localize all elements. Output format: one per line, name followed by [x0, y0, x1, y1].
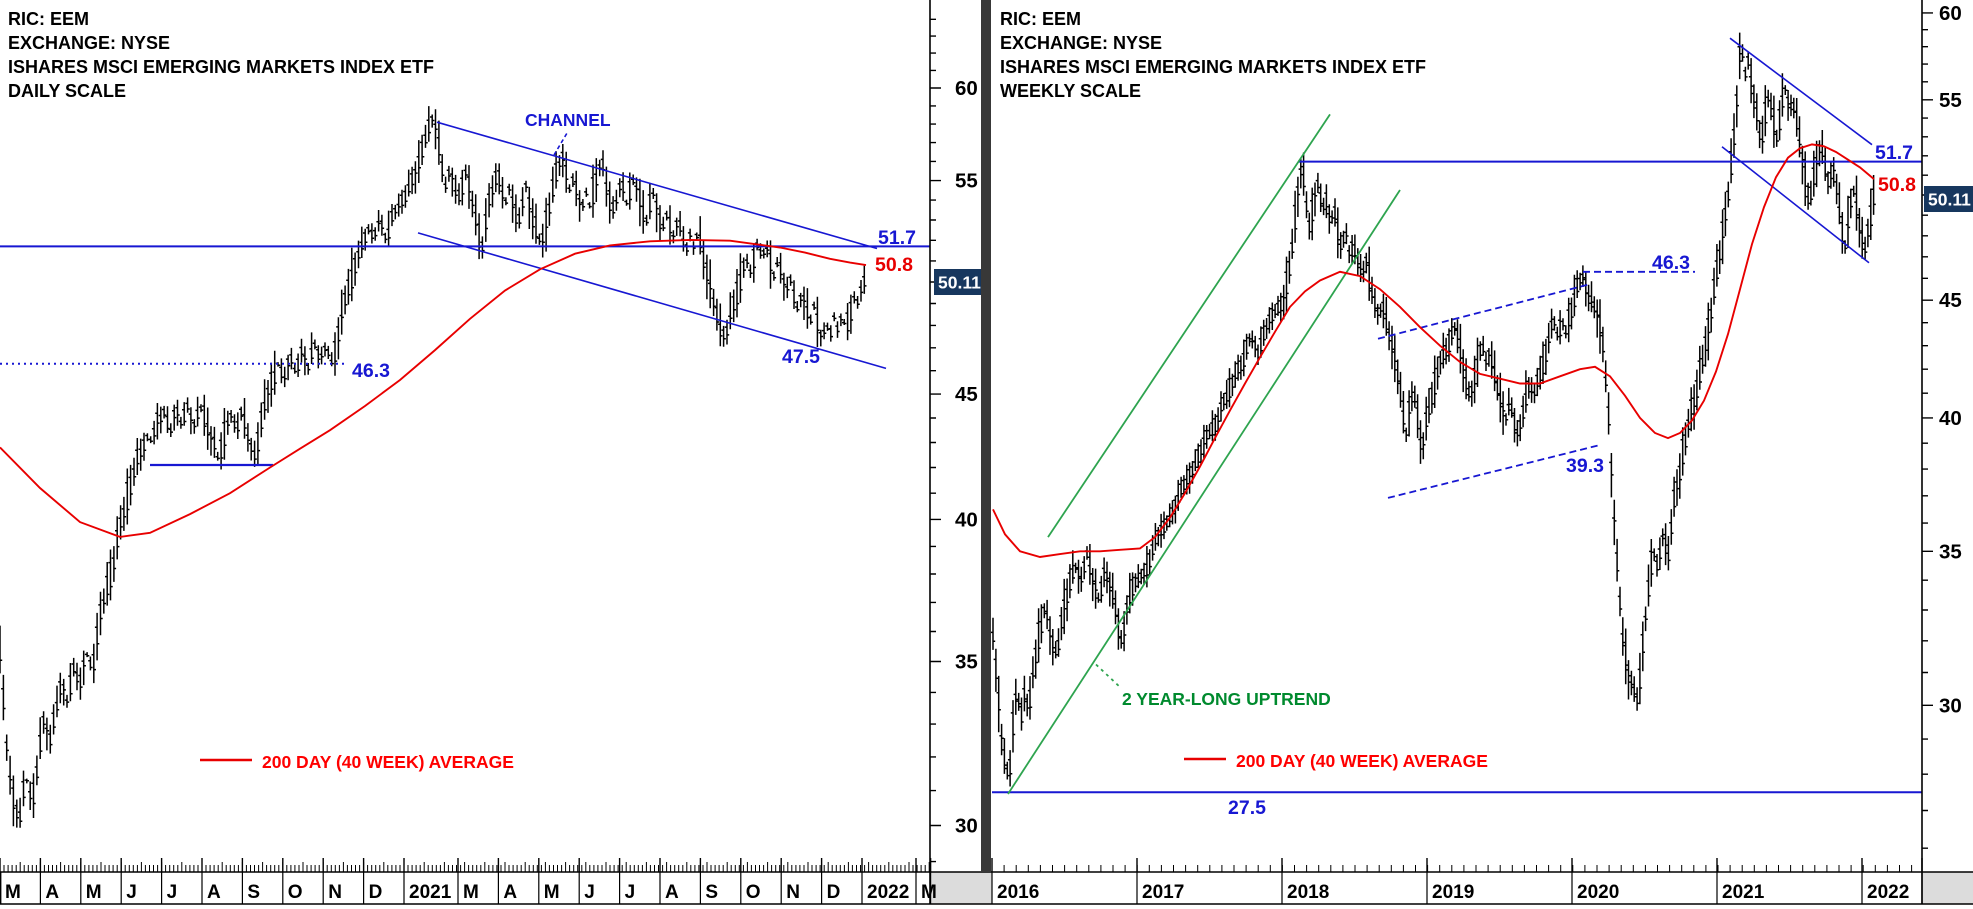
- x-axis-label: 2016: [997, 882, 1039, 903]
- moving-average-line: [0, 238, 867, 538]
- x-axis-label: A: [503, 882, 517, 903]
- y-axis-label: 30: [1939, 694, 1962, 717]
- weekly-scale-line: WEEKLY SCALE: [1000, 81, 1142, 101]
- trend-line: [436, 121, 878, 250]
- price-annotation: 50.8: [875, 254, 913, 276]
- price-annotation: 46.3: [1652, 252, 1690, 274]
- x-axis-label: 2021: [409, 882, 452, 903]
- weekly-name-line: ISHARES MSCI EMERGING MARKETS INDEX ETF: [1000, 57, 1427, 77]
- x-major-ticks: [991, 858, 1923, 872]
- price-annotation: 2 YEAR-LONG UPTREND: [1122, 689, 1331, 709]
- x-axis-label: A: [665, 882, 679, 903]
- x-axis-label: O: [746, 882, 761, 903]
- trend-line: [1721, 146, 1870, 264]
- daily-exchange-line: EXCHANGE: NYSE: [8, 33, 171, 53]
- x-axis-label: N: [786, 882, 800, 903]
- last-price-badge: [934, 269, 990, 295]
- x-axis-label: M: [86, 882, 102, 903]
- y-axis-ticks: [1922, 12, 1933, 849]
- weekly-plot-area[interactable]: [992, 0, 1922, 872]
- price-annotation: 39.3: [1566, 455, 1604, 477]
- x-axis-label: D: [827, 882, 841, 903]
- daily-chart-header: RIC: EEM EXCHANGE: NYSE ISHARES MSCI EME…: [8, 7, 434, 103]
- x-cell-separators: [0, 872, 932, 904]
- x-axis-label: 2022: [867, 882, 909, 903]
- x-axis-label: M: [544, 882, 560, 903]
- x-axis-label: O: [288, 882, 303, 903]
- x-axis-label: S: [247, 882, 260, 903]
- x-axis-label: J: [126, 882, 137, 903]
- price-annotation: 27.5: [1228, 797, 1266, 819]
- x-axis-label: D: [369, 882, 383, 903]
- weekly-ric-line: RIC: EEM: [1000, 9, 1081, 29]
- x-axis-label: 2022: [1867, 882, 1909, 903]
- x-axis-label: M: [463, 882, 479, 903]
- x-axis-label: J: [625, 882, 636, 903]
- last-price-value: 50.11: [938, 273, 981, 293]
- x-axis-band: [0, 872, 930, 904]
- y-axis-label: 35: [1939, 540, 1962, 563]
- daily-name-line: ISHARES MSCI EMERGING MARKETS INDEX ETF: [8, 57, 435, 77]
- y-axis-label: 60: [955, 77, 978, 100]
- weekly-chart-header: RIC: EEM EXCHANGE: NYSE ISHARES MSCI EME…: [1000, 7, 1426, 103]
- trend-line: [1095, 663, 1121, 688]
- y-axis-label: 45: [955, 383, 978, 406]
- y-axis-label: 45: [1939, 289, 1962, 312]
- x-axis-label: 2019: [1432, 882, 1474, 903]
- trend-line: [1047, 113, 1331, 538]
- x-axis-label: A: [207, 882, 221, 903]
- trend-line: [1387, 444, 1601, 499]
- legend-ma-label: 200 DAY (40 WEEK) AVERAGE: [262, 752, 514, 772]
- price-annotation: 50.8: [1878, 174, 1916, 196]
- price-bars: [990, 32, 1876, 787]
- daily-scale-line: DAILY SCALE: [8, 81, 127, 101]
- x-axis-band: [992, 872, 1922, 904]
- moving-average-line: [992, 143, 1875, 558]
- daily-chart-panel[interactable]: M A M J J A S O N D 2021 M A M J J A S O N D 2022 M 60 55 45 40 35 3…: [0, 0, 992, 904]
- panel-divider: [981, 0, 991, 872]
- x-axis-label: M: [5, 882, 21, 903]
- x-axis-label: J: [584, 882, 595, 903]
- x-axis-label: A: [45, 882, 59, 903]
- x-axis-label: 2021: [1722, 882, 1765, 903]
- daily-ric-line: RIC: EEM: [8, 9, 89, 29]
- y-axis-label: 30: [955, 815, 978, 838]
- x-major-ticks: [0, 858, 932, 872]
- trend-line: [1007, 189, 1401, 795]
- y-axis-label: 55: [1939, 89, 1962, 112]
- x-axis-label: J: [167, 882, 178, 903]
- x-axis-label: 2018: [1287, 882, 1329, 903]
- axis-corner-filler: [1922, 872, 1973, 904]
- y-axis-label: 40: [1939, 407, 1962, 430]
- price-annotation: 51.7: [1875, 142, 1913, 164]
- y-axis-ticks: [930, 18, 941, 863]
- price-annotation: 47.5: [782, 346, 820, 368]
- last-price-value: 50.11: [1928, 190, 1971, 210]
- y-axis-label: 35: [955, 651, 978, 674]
- trend-line: [1729, 37, 1873, 146]
- x-cell-separators: [991, 872, 1923, 904]
- weekly-chart-panel[interactable]: 2016 2017 2018 2019 2020 2021 2022 60 55 45 40 35 30…: [990, 0, 1973, 904]
- x-axis-label: 2017: [1142, 882, 1184, 903]
- x-axis-label: 2020: [1577, 882, 1619, 903]
- price-annotation: 46.3: [352, 360, 390, 382]
- trend-line: [553, 130, 569, 156]
- x-axis-label: S: [705, 882, 718, 903]
- x-axis-label: N: [328, 882, 342, 903]
- trend-line: [417, 232, 887, 370]
- price-annotation: CHANNEL: [525, 110, 611, 130]
- weekly-exchange-line: EXCHANGE: NYSE: [1000, 33, 1163, 53]
- last-price-badge: [1924, 186, 1973, 212]
- trend-line: [1377, 283, 1591, 340]
- price-annotation: 51.7: [878, 227, 916, 249]
- legend-ma-label: 200 DAY (40 WEEK) AVERAGE: [1236, 751, 1488, 771]
- y-axis-label: 40: [955, 508, 978, 531]
- x-axis-label: M: [921, 882, 937, 903]
- y-axis-label: 55: [955, 170, 978, 193]
- y-axis-label: 60: [1939, 2, 1962, 25]
- axis-corner-filler: [930, 872, 992, 904]
